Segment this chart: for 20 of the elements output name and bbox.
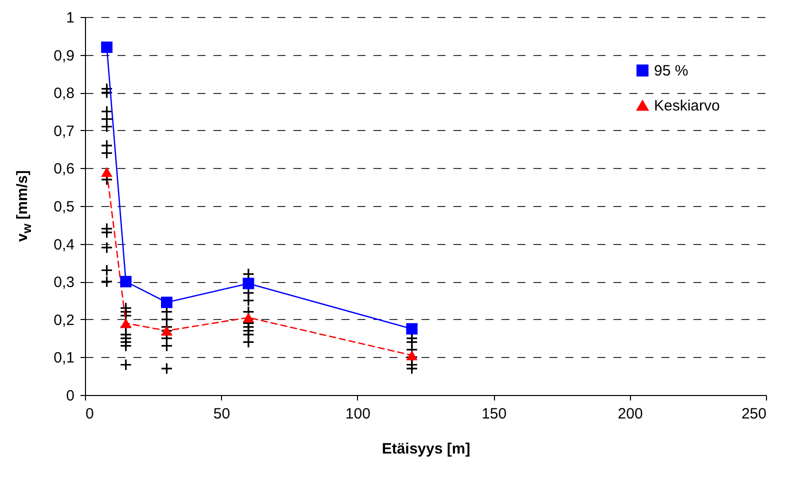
y-tick-label: 0,2	[54, 312, 74, 329]
y-tick-label: 0,4	[54, 236, 74, 254]
x-tick-label: 150	[482, 406, 507, 422]
y-tick-label: 0,7	[54, 122, 74, 140]
legend-label: Keskiarvo	[654, 98, 720, 114]
legend-label: 95 %	[654, 62, 688, 80]
y-tick-label: 0,8	[54, 85, 74, 102]
x-axis-title: Etäisyys [m]	[382, 440, 470, 458]
y-tick-label: 0,9	[54, 47, 74, 64]
x-tick-label: 200	[618, 406, 643, 422]
x-tick-label: 250	[741, 406, 766, 422]
x-tick-label: 100	[345, 406, 370, 422]
y-tick-label: 0,1	[54, 350, 74, 367]
y-tick-label: 0,5	[54, 198, 74, 216]
y-tick-label: 0,3	[54, 274, 74, 292]
y-tick-label: 0	[66, 388, 74, 404]
x-tick-label: 0	[86, 406, 94, 422]
y-tick-label: 1	[66, 10, 74, 26]
y-tick-label: 0,6	[54, 160, 74, 178]
x-tick-label: 50	[213, 406, 230, 422]
